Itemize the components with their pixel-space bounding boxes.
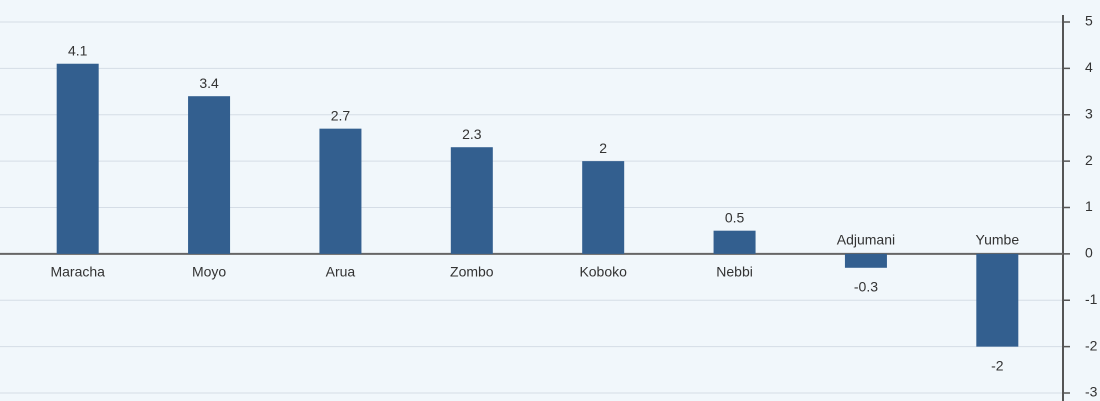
x-tick-label: Yumbe bbox=[976, 232, 1020, 248]
value-label: -2 bbox=[991, 357, 1004, 373]
value-label: -0.3 bbox=[854, 278, 878, 294]
value-label: 0.5 bbox=[725, 209, 745, 225]
bar bbox=[582, 161, 625, 254]
y-tick-label: 5 bbox=[1085, 13, 1093, 29]
value-label: 2.3 bbox=[462, 126, 482, 142]
value-label: 2.7 bbox=[331, 107, 351, 123]
y-tick-label: 1 bbox=[1085, 198, 1093, 214]
x-tick-label: Zombo bbox=[450, 264, 494, 280]
x-tick-label: Maracha bbox=[50, 264, 105, 280]
y-tick-label: -1 bbox=[1085, 291, 1098, 307]
x-tick-label: Moyo bbox=[192, 264, 226, 280]
bar bbox=[450, 147, 493, 254]
y-tick-label: 2 bbox=[1085, 152, 1093, 168]
value-label: 4.1 bbox=[68, 42, 88, 58]
bar bbox=[56, 63, 99, 254]
bar bbox=[844, 253, 887, 268]
bar bbox=[976, 253, 1019, 347]
x-tick-label: Nebbi bbox=[716, 264, 753, 280]
bar bbox=[188, 96, 231, 254]
y-tick-label: 3 bbox=[1085, 105, 1093, 121]
bar bbox=[713, 230, 756, 254]
x-tick-label: Adjumani bbox=[837, 232, 895, 248]
y-tick-label: 0 bbox=[1085, 245, 1093, 261]
value-label: 2 bbox=[599, 140, 607, 156]
x-tick-label: Arua bbox=[326, 264, 356, 280]
y-tick-label: -3 bbox=[1085, 384, 1098, 400]
bar bbox=[319, 128, 362, 254]
y-tick-label: 4 bbox=[1085, 59, 1093, 75]
x-tick-label: Koboko bbox=[579, 264, 627, 280]
y-tick-label: -2 bbox=[1085, 337, 1098, 353]
value-label: 3.4 bbox=[199, 75, 219, 91]
